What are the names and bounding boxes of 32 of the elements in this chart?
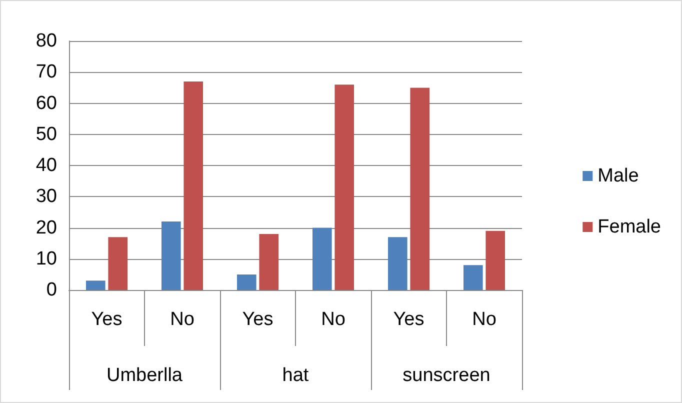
legend-label: Female [598,216,662,238]
text: sunscreen [402,365,490,386]
x-tick-label: No [472,309,496,330]
y-tick-label: 50 [36,124,57,145]
bar [184,81,204,290]
x-tick-label: Yes [242,309,274,330]
text: hat [282,365,310,386]
y-tick-label: 70 [36,62,57,83]
bar [486,230,506,290]
x-tick-label: Yes [393,309,424,330]
x-tick-label: No [170,309,194,330]
y-tick-label: 0 [46,280,57,300]
bar [410,88,430,290]
x-tick-label: Yes [91,309,122,330]
bar [334,84,354,290]
y-tick-label: 80 [36,30,57,52]
bar [236,274,256,290]
legend-label: Male [598,166,639,186]
bar [259,234,279,290]
text: Umberlla [106,365,183,386]
y-tick-label: 30 [36,186,57,208]
bar [108,237,128,290]
bar [388,237,408,290]
bar [161,222,181,290]
y-tick-label: 40 [36,155,57,176]
bar [86,280,106,290]
y-tick-label: 60 [36,92,57,114]
bar [312,228,332,290]
bar [463,265,483,290]
y-tick-label: 20 [36,217,57,238]
x-tick-label: No [321,309,346,330]
y-tick-label: 10 [36,248,57,270]
